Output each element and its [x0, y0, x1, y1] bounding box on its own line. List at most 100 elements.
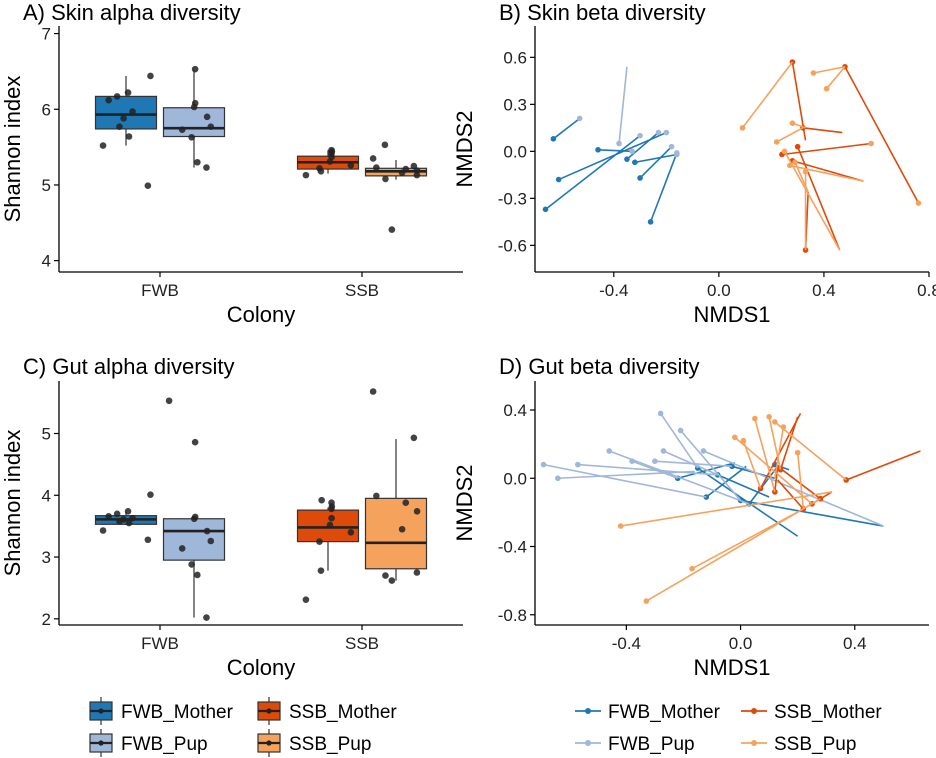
segment-SSB_Pup: [689, 508, 804, 572]
segment-line: [618, 66, 628, 144]
segment-line: [779, 416, 799, 470]
data-point: [191, 65, 199, 73]
data-point: [124, 508, 132, 515]
segment-point: [647, 219, 654, 225]
segment-FWB_Mother: [542, 135, 641, 213]
data-point: [328, 499, 335, 506]
extra-point: [629, 148, 635, 155]
data-point: [188, 561, 195, 568]
segment-point: [757, 485, 764, 492]
segment-SSB_Pup: [773, 127, 804, 145]
segment-point: [595, 146, 601, 153]
x-tick-label: FWB: [141, 634, 179, 653]
data-point: [413, 569, 421, 576]
data-point: [328, 146, 335, 154]
segment-point: [823, 85, 830, 92]
chart-title: B) Skin beta diversity: [499, 0, 706, 25]
segment-FWB_Pup: [629, 458, 679, 480]
segment-point: [606, 448, 613, 454]
data-point: [116, 123, 123, 130]
box-iqr: [162, 518, 226, 561]
segment-point: [689, 565, 695, 572]
segment-line: [777, 479, 804, 510]
x-tick-label: 0.4: [843, 634, 867, 653]
data-point: [191, 513, 199, 521]
x-axis-label: NMDS1: [693, 655, 770, 680]
segment-SSB_Pup: [617, 491, 833, 529]
x-tick-label: 0.0: [707, 281, 731, 300]
segment-line: [813, 65, 846, 74]
segment-point: [740, 437, 747, 444]
panel-C: C) Gut alpha diversity 2 3 4 5 Shannon index C…: [0, 354, 463, 680]
segment-line: [734, 436, 813, 505]
segment-point: [781, 148, 788, 155]
data-point: [144, 536, 152, 544]
y-tick-label: 0.3: [503, 95, 527, 114]
segment-point: [542, 206, 549, 213]
y-tick-label: 3: [42, 548, 51, 567]
segment-SSB_Pup: [752, 415, 776, 493]
y-tick-label: -0.6: [498, 236, 527, 255]
segment-line: [742, 440, 762, 489]
panel-A: A) Skin alpha diversity 4 5 6 7 Shannon index…: [0, 0, 463, 327]
data-point: [99, 142, 107, 149]
legend-label: FWB_Pup: [608, 734, 695, 755]
segment-SSB_Mother: [843, 450, 921, 483]
data-point: [328, 514, 335, 522]
segment-line: [577, 463, 718, 476]
segment-point: [617, 523, 624, 529]
legend-label: SSB_Mother: [289, 702, 397, 723]
data-point: [194, 571, 201, 579]
segment-SSB_Pup: [740, 437, 762, 489]
panel-D: D) Gut beta diversity -0.8 -0.4 0.0 0.4 NMDS2…: [452, 354, 929, 680]
y-tick-label: 0.0: [503, 142, 527, 161]
data-point: [125, 133, 133, 140]
x-tick-label: -0.4: [599, 281, 628, 300]
x-axis-label: NMDS1: [693, 302, 770, 327]
segment-SSB_Pup: [766, 414, 782, 470]
legend-label: FWB_Mother: [121, 702, 234, 723]
legend-dot: [98, 740, 104, 746]
segment-point: [752, 415, 758, 422]
segment-line: [543, 463, 707, 498]
extra-point: [668, 143, 675, 150]
data-point: [369, 155, 377, 162]
x-tick-label: SSB: [345, 281, 379, 300]
segment-point: [624, 156, 630, 162]
segment-line: [659, 412, 699, 469]
box-FWB_Pup: [162, 65, 226, 171]
segment-FWB_Pup: [657, 410, 699, 469]
data-point: [191, 438, 199, 446]
segment-line: [740, 499, 884, 527]
data-point: [316, 165, 323, 172]
segment-line: [680, 429, 742, 501]
segment-line: [639, 146, 673, 179]
y-axis-label: NMDS2: [452, 464, 477, 541]
data-point: [147, 491, 154, 498]
legend-dot: [266, 740, 272, 746]
segment-SSB_Pup: [823, 66, 846, 92]
segment-point: [794, 143, 801, 150]
segment-line: [759, 413, 802, 489]
segment-point: [732, 434, 738, 441]
segment-SSB_Pup: [739, 61, 794, 131]
y-tick-label: 4: [42, 486, 51, 505]
legend-item-FWB_Mother: FWB_Mother: [575, 702, 721, 723]
segment-SSB_Mother: [789, 157, 864, 182]
legend-box: FWB_Mother SSB_Mother FWB_Pup SSB_Pup: [89, 697, 397, 757]
segment-line: [792, 159, 864, 182]
segment-line: [802, 127, 843, 134]
legend-label: SSB_Pup: [774, 734, 856, 755]
segment-line: [631, 460, 679, 480]
data-point: [410, 162, 418, 170]
x-axis-label: Colony: [227, 302, 295, 327]
segment-point: [773, 139, 780, 145]
legend-dot: [585, 740, 591, 746]
segment-point: [616, 140, 622, 147]
chart-title: A) Skin alpha diversity: [23, 0, 241, 25]
data-point: [125, 519, 133, 527]
segment-line: [796, 146, 841, 251]
legend-label: SSB_Pup: [289, 734, 371, 755]
data-point: [203, 614, 210, 621]
segment-SSB_Pup: [794, 449, 805, 510]
